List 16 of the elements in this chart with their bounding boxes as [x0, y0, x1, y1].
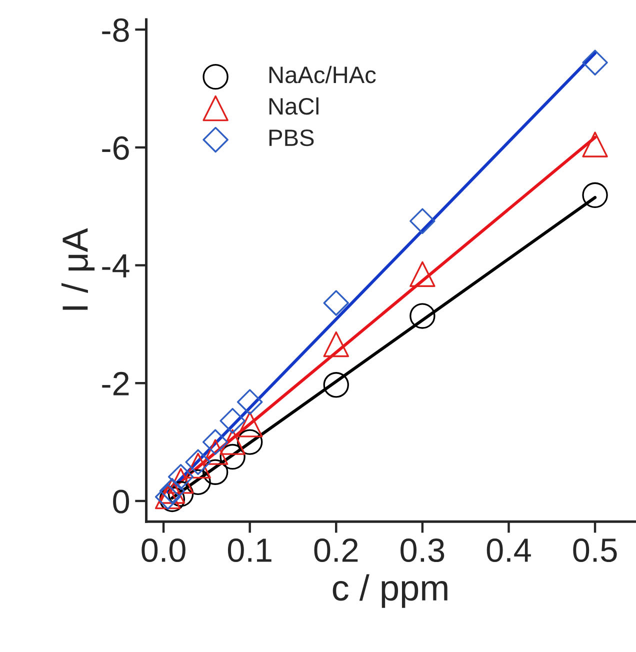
x-tick-label: 0.0	[142, 538, 186, 562]
x-tick-label: 0.3	[400, 538, 444, 562]
x-tick-label: 0.2	[314, 538, 358, 562]
y-tick-label: -2	[102, 372, 129, 396]
y-tick-label: 0	[113, 490, 130, 514]
y-tick-label: -8	[102, 18, 129, 42]
y-tick-label: -6	[102, 136, 129, 160]
legend-label: PBS	[269, 129, 314, 146]
x-tick-label: 0.4	[486, 538, 531, 562]
x-tick-label: 0.5	[573, 538, 617, 562]
x-axis-title: c / ppm	[332, 574, 448, 608]
legend-label: NaCl	[269, 97, 318, 115]
y-axis-title: I / μA	[61, 228, 95, 310]
legend-label: NaAc/HAc	[269, 66, 376, 84]
x-tick-label: 0.1	[228, 538, 272, 562]
y-tick-label: -4	[102, 254, 130, 278]
